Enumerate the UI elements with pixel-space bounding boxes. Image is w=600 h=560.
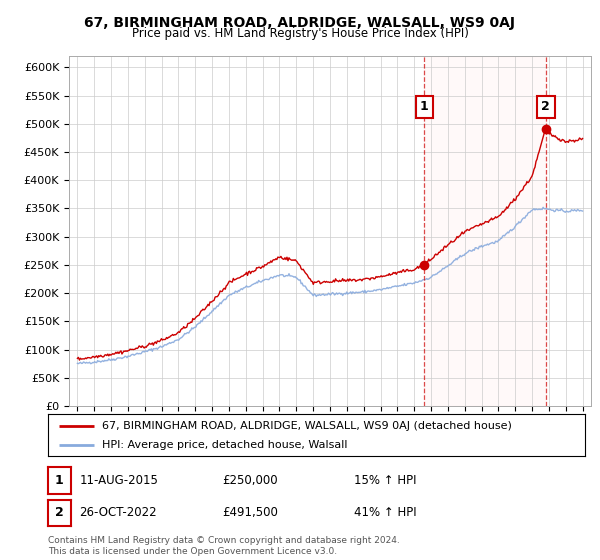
Text: 1: 1 [420,100,428,113]
Text: 67, BIRMINGHAM ROAD, ALDRIDGE, WALSALL, WS9 0AJ: 67, BIRMINGHAM ROAD, ALDRIDGE, WALSALL, … [85,16,515,30]
Text: 15% ↑ HPI: 15% ↑ HPI [354,474,416,487]
Text: £250,000: £250,000 [222,474,278,487]
Text: Price paid vs. HM Land Registry's House Price Index (HPI): Price paid vs. HM Land Registry's House … [131,27,469,40]
Text: 1: 1 [55,474,64,487]
Text: 67, BIRMINGHAM ROAD, ALDRIDGE, WALSALL, WS9 0AJ (detached house): 67, BIRMINGHAM ROAD, ALDRIDGE, WALSALL, … [102,421,512,431]
Text: Contains HM Land Registry data © Crown copyright and database right 2024.
This d: Contains HM Land Registry data © Crown c… [48,536,400,556]
Text: HPI: Average price, detached house, Walsall: HPI: Average price, detached house, Wals… [102,440,347,450]
Text: 2: 2 [541,100,550,113]
Bar [424,56,546,406]
Text: £491,500: £491,500 [222,506,278,520]
Text: 2: 2 [55,506,64,520]
Text: 41% ↑ HPI: 41% ↑ HPI [354,506,416,520]
Text: 26-OCT-2022: 26-OCT-2022 [79,506,157,520]
Text: 11-AUG-2015: 11-AUG-2015 [79,474,158,487]
